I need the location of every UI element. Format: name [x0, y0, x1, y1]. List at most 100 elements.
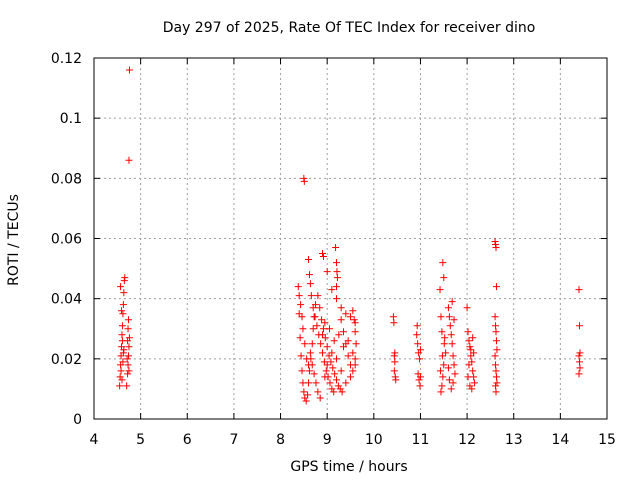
data-point: [332, 244, 340, 252]
data-point: [465, 337, 473, 345]
data-point: [321, 319, 329, 327]
data-point: [296, 334, 304, 342]
data-point: [575, 352, 583, 360]
data-point: [349, 349, 357, 357]
x-tick-label: 6: [183, 432, 192, 448]
data-point: [390, 319, 398, 327]
data-point: [438, 352, 446, 360]
data-point: [445, 313, 453, 321]
data-point: [445, 376, 453, 384]
data-point: [392, 376, 400, 384]
data-point: [319, 250, 327, 258]
data-point: [464, 373, 472, 381]
data-point: [326, 379, 334, 387]
data-point: [123, 382, 131, 390]
data-point: [470, 349, 478, 357]
data-point: [117, 367, 125, 375]
data-point: [319, 325, 327, 333]
data-point: [311, 313, 319, 321]
data-point: [124, 325, 132, 333]
y-tick-label: 0.02: [51, 352, 82, 368]
data-point: [493, 346, 501, 354]
data-point: [449, 379, 457, 387]
data-point: [439, 373, 447, 381]
data-point: [447, 385, 455, 393]
data-point: [436, 286, 444, 294]
data-point: [351, 319, 359, 327]
data-point: [391, 358, 399, 366]
data-point: [323, 361, 331, 369]
data-point: [117, 283, 125, 291]
data-point: [416, 373, 424, 381]
data-point: [331, 370, 339, 378]
data-point: [300, 177, 308, 185]
data-point: [442, 349, 450, 357]
data-point: [492, 283, 500, 291]
data-point: [310, 370, 318, 378]
data-point: [305, 256, 313, 264]
data-point: [321, 373, 329, 381]
data-point: [297, 352, 305, 360]
data-point: [124, 337, 132, 345]
data-point: [342, 310, 350, 318]
data-point: [492, 367, 500, 375]
axis-ticks: [93, 57, 608, 420]
data-point: [493, 379, 501, 387]
data-point: [330, 388, 338, 396]
data-point: [125, 343, 133, 351]
data-point: [440, 274, 448, 282]
data-point: [491, 313, 499, 321]
y-axis-label: ROTI / TECUs: [6, 194, 22, 286]
data-point: [118, 376, 126, 384]
x-tick-label: 14: [551, 432, 569, 448]
data-point: [305, 367, 313, 375]
data-point: [469, 334, 477, 342]
data-point: [463, 304, 471, 312]
data-point: [413, 322, 421, 330]
data-point: [319, 331, 327, 339]
data-point: [308, 340, 316, 348]
data-point: [118, 331, 126, 339]
data-point: [471, 379, 479, 387]
data-point: [347, 373, 354, 381]
data-point: [342, 379, 350, 387]
data-point: [575, 322, 583, 330]
y-tick-labels: 0 0.02 0.04 0.06 0.08 0.1 0.12: [51, 51, 82, 428]
data-point: [319, 349, 327, 357]
data-point: [119, 301, 127, 309]
data-point: [333, 355, 341, 363]
data-point: [313, 322, 321, 330]
data-point: [444, 304, 452, 312]
data-point: [575, 370, 583, 378]
data-point: [306, 280, 314, 288]
data-point: [389, 313, 397, 321]
data-point: [333, 295, 341, 303]
data-point: [437, 313, 445, 321]
y-tick-label: 0.06: [51, 232, 82, 248]
data-point: [492, 382, 500, 390]
data-point: [302, 397, 310, 405]
x-tick-label: 7: [229, 432, 238, 448]
data-point: [347, 313, 354, 321]
data-point: [314, 388, 322, 396]
data-point: [304, 391, 312, 399]
data-point: [492, 322, 500, 330]
data-point: [448, 298, 456, 306]
data-point: [466, 382, 474, 390]
data-point: [350, 316, 358, 324]
data-point: [322, 367, 330, 375]
data-point: [307, 292, 315, 300]
data-point: [416, 346, 424, 354]
data-point: [451, 370, 459, 378]
data-point: [327, 358, 335, 366]
data-point: [416, 382, 424, 390]
data-point: [118, 307, 126, 315]
data-point: [316, 304, 324, 312]
data-point: [330, 337, 338, 345]
data-point: [450, 316, 458, 324]
data-point: [450, 361, 458, 369]
data-point: [491, 352, 499, 360]
data-point: [125, 367, 133, 375]
data-point: [333, 283, 341, 291]
